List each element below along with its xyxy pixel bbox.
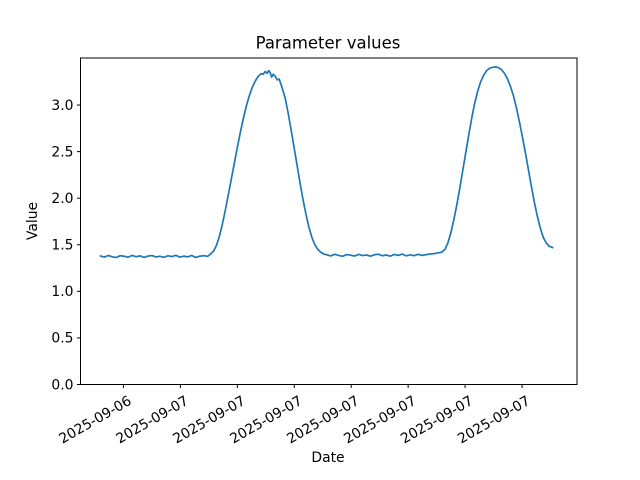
x-axis-label: Date (311, 450, 345, 466)
y-tick-label: 3.0 (51, 98, 73, 114)
data-line (99, 66, 554, 259)
axes-spines (80, 57, 578, 385)
y-tick-label: 0.0 (51, 377, 73, 393)
y-tick-label: 1.5 (51, 238, 73, 254)
y-tick-label: 2.0 (51, 191, 73, 207)
y-tick-label: 0.5 (51, 331, 73, 347)
y-tick-label: 1.0 (51, 284, 73, 300)
chart-title: Parameter values (255, 33, 401, 53)
y-tick-label: 2.5 (51, 144, 73, 160)
